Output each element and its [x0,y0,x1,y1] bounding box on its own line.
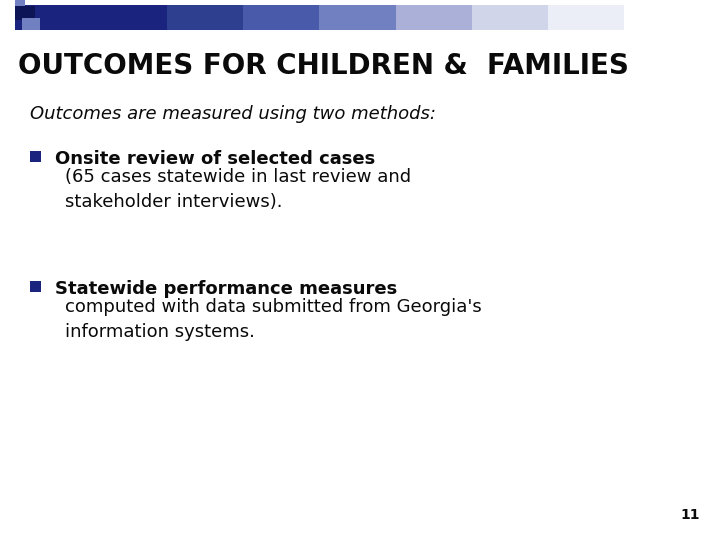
Bar [243,5,320,30]
Bar [472,5,548,30]
Bar [548,5,624,30]
Bar [22,18,40,30]
Text: (65 cases statewide in last review and
stakeholder interviews).: (65 cases statewide in last review and s… [65,168,411,211]
Bar [30,151,41,162]
Bar [30,281,41,292]
Text: OUTCOMES FOR CHILDREN &  FAMILIES: OUTCOMES FOR CHILDREN & FAMILIES [18,52,629,80]
Text: Outcomes are measured using two methods:: Outcomes are measured using two methods: [30,105,436,123]
Bar [15,0,25,6]
Bar [15,5,91,30]
Text: 11: 11 [680,508,700,522]
Bar [395,5,472,30]
Bar [15,6,35,20]
Bar [624,5,700,30]
Text: Onsite review of selected cases: Onsite review of selected cases [55,150,375,168]
Text: computed with data submitted from Georgia's
information systems.: computed with data submitted from Georgi… [65,298,482,341]
Bar [167,5,243,30]
Text: Statewide performance measures: Statewide performance measures [55,280,397,298]
Bar [320,5,395,30]
Bar [91,5,167,30]
